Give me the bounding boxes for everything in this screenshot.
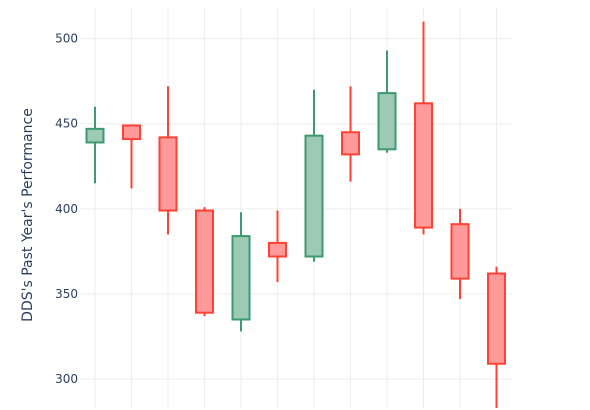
candle-body <box>341 131 360 156</box>
candle-body <box>231 235 251 321</box>
candle-body <box>158 136 178 212</box>
candle <box>341 86 360 182</box>
candle-body <box>304 134 324 258</box>
candle <box>377 50 397 153</box>
candle-body <box>377 92 397 151</box>
candle <box>85 106 105 184</box>
candle <box>487 266 506 408</box>
y-axis-tick-labels: 300 350 400 450 500 <box>55 32 78 386</box>
candles <box>85 21 506 408</box>
candle <box>231 212 251 332</box>
y-axis-title: DDS's Past Year's Performance <box>20 108 36 322</box>
y-tick-label: 400 <box>55 202 78 216</box>
candle <box>304 89 324 262</box>
candle-body <box>487 272 506 365</box>
candle <box>158 86 178 235</box>
candle <box>414 21 433 235</box>
candle <box>122 124 141 189</box>
candle <box>450 208 470 300</box>
candle-body <box>268 241 287 258</box>
gridlines <box>80 8 512 408</box>
y-tick-label: 300 <box>55 372 78 386</box>
candle-body <box>85 127 105 144</box>
y-tick-label: 350 <box>55 287 78 301</box>
y-tick-label: 450 <box>55 117 78 131</box>
candle-body <box>195 209 214 314</box>
candle <box>195 207 214 317</box>
candle-body <box>122 124 141 141</box>
candle-body <box>414 102 433 229</box>
candle <box>268 210 287 283</box>
candle-body <box>450 223 470 280</box>
y-tick-label: 500 <box>55 32 78 46</box>
